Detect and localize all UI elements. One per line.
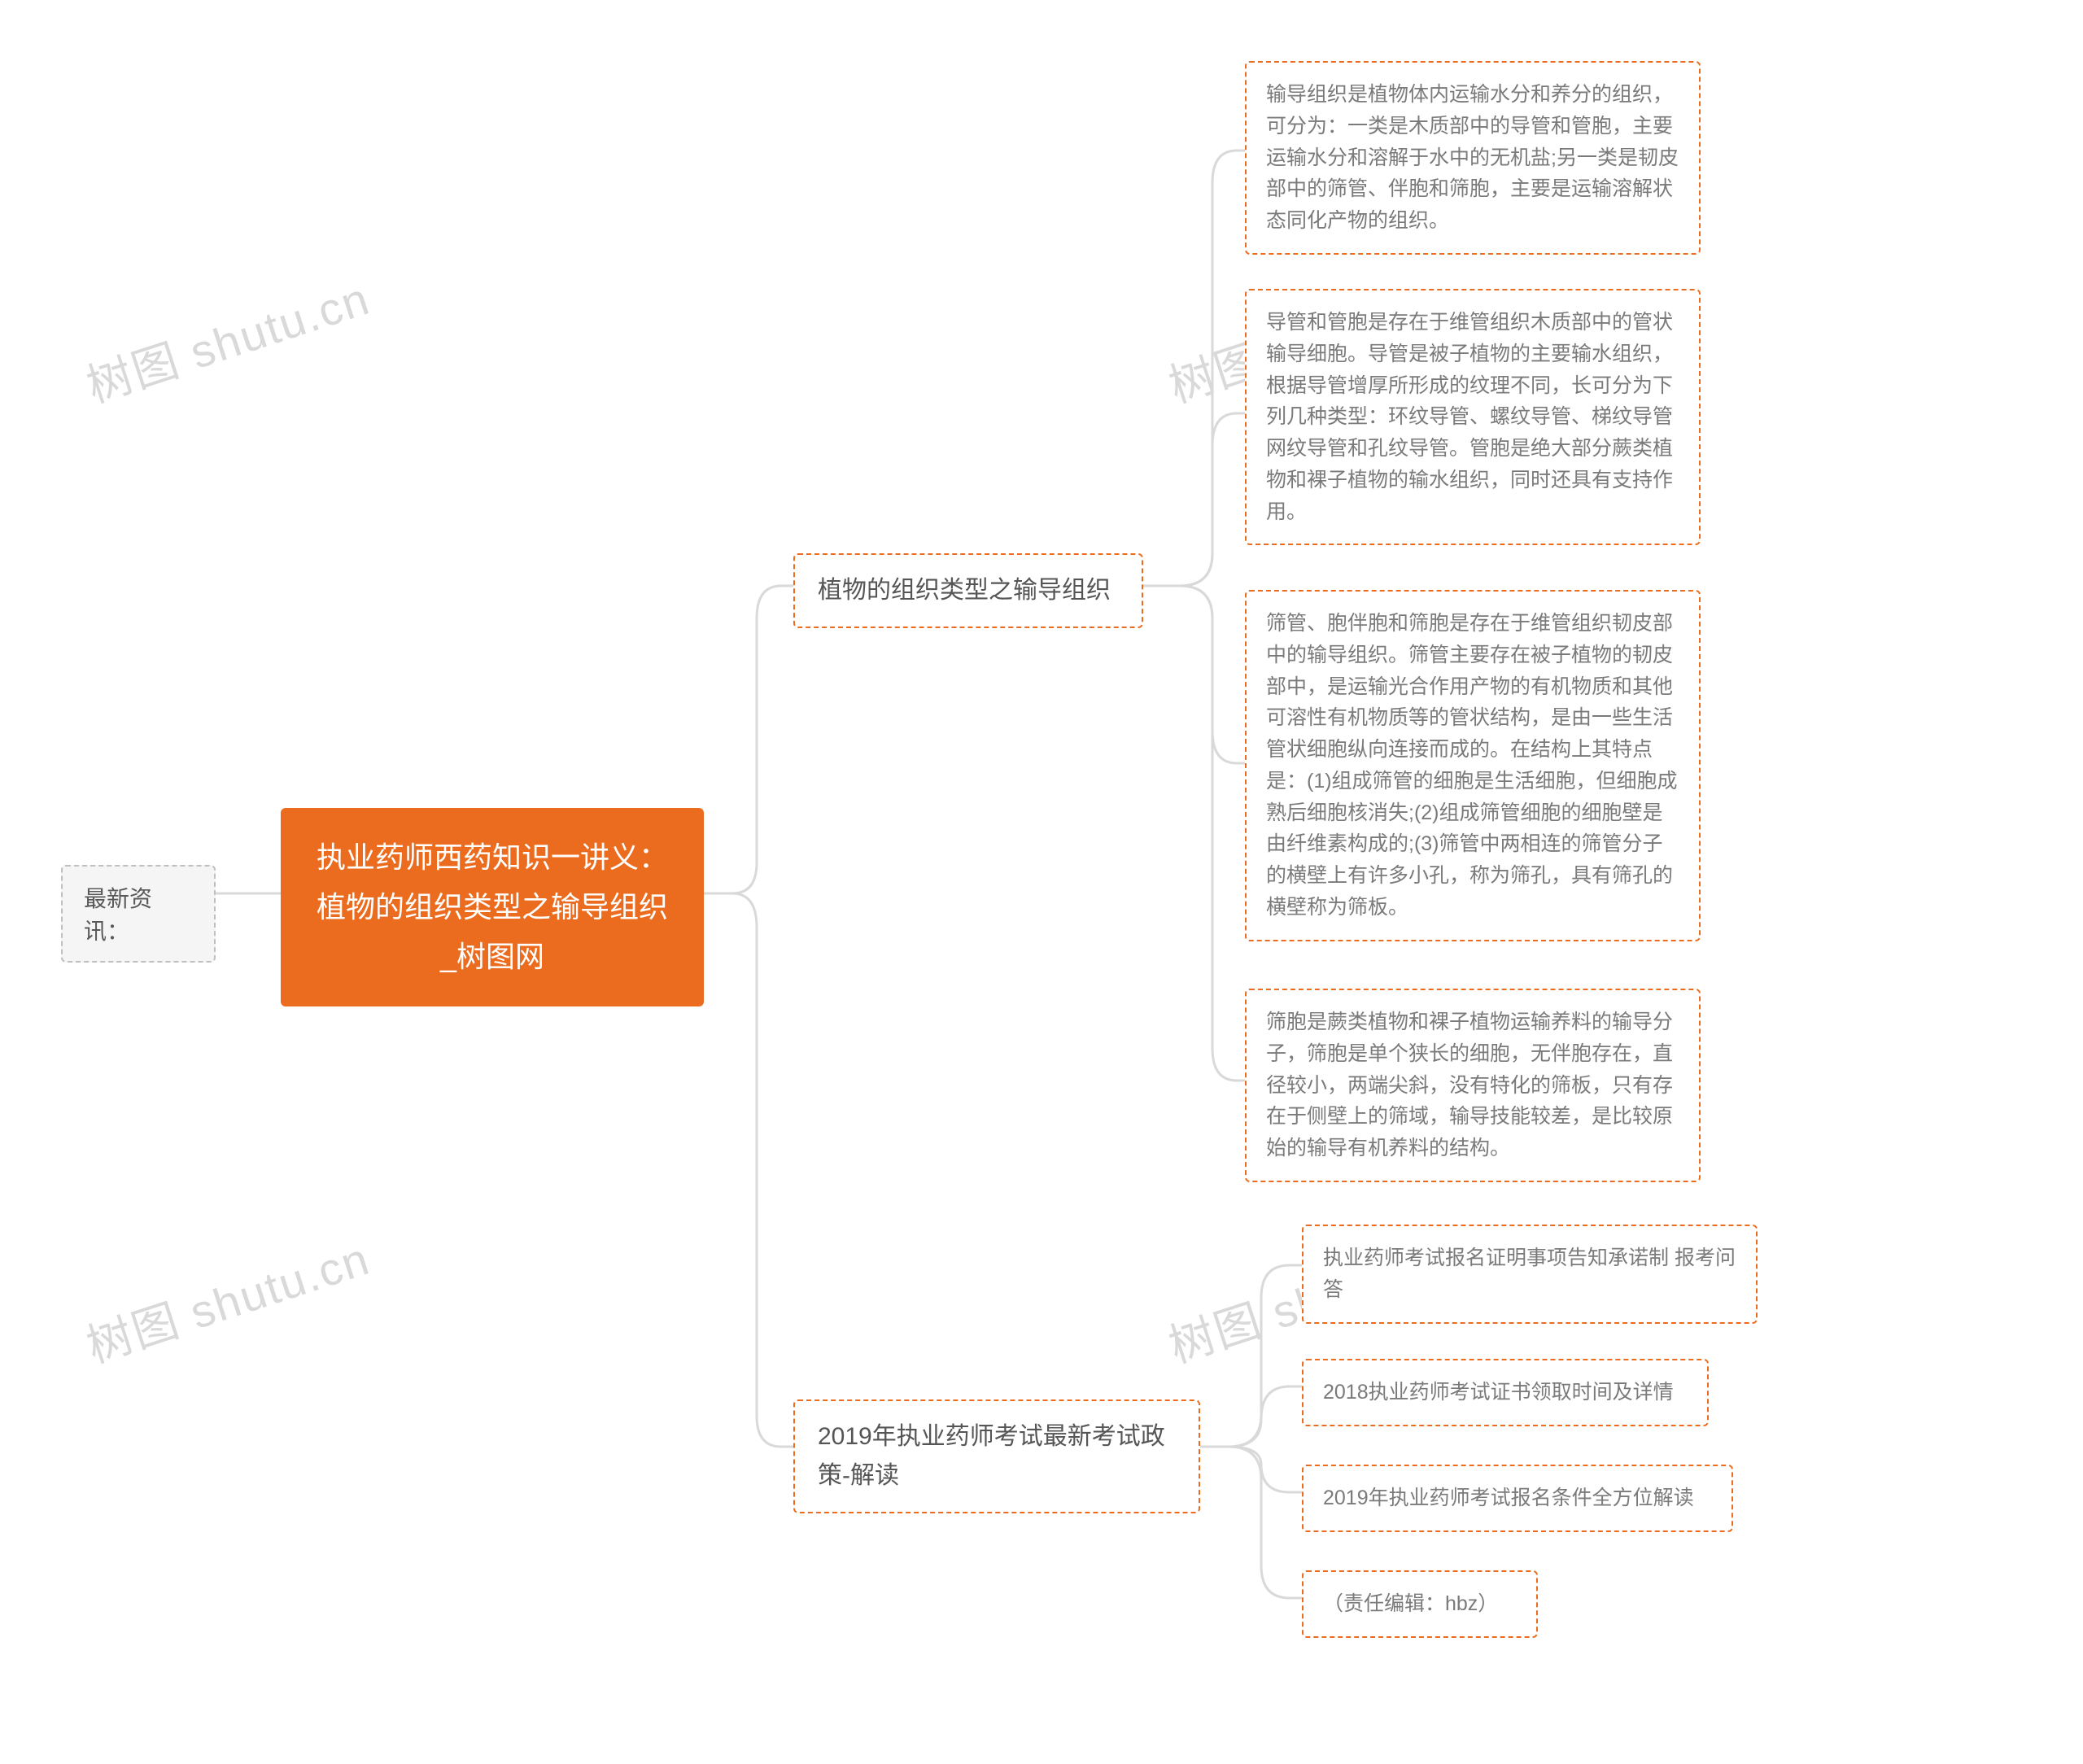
leaf-p2[interactable]: 导管和管胞是存在于维管组织木质部中的管状输导细胞。导管是被子植物的主要输水组织，… bbox=[1245, 289, 1701, 545]
connector-line bbox=[1200, 1386, 1302, 1447]
leaf-label: 输导组织是植物体内运输水分和养分的组织，可分为：一类是木质部中的导管和管胞，主要… bbox=[1266, 83, 1679, 232]
root-label: 执业药师西药知识一讲义：植物的组织类型之输导组织_树图网 bbox=[317, 841, 668, 973]
leaf-e1[interactable]: 执业药师考试报名证明事项告知承诺制 报考问答 bbox=[1302, 1225, 1758, 1324]
leaf-label: 2018执业药师考试证书领取时间及详情 bbox=[1323, 1381, 1674, 1404]
connector-line bbox=[1143, 586, 1245, 1081]
leaf-p3[interactable]: 筛管、胞伴胞和筛胞是存在于维管组织韧皮部中的输导组织。筛管主要存在被子植物的韧皮… bbox=[1245, 590, 1701, 941]
root-node[interactable]: 执业药师西药知识一讲义：植物的组织类型之输导组织_树图网 bbox=[281, 808, 704, 1006]
left-node-label: 最新资讯： bbox=[84, 886, 152, 944]
leaf-label: 2019年执业药师考试报名条件全方位解读 bbox=[1323, 1487, 1694, 1509]
connector-line bbox=[1143, 151, 1245, 586]
branch-label: 2019年执业药师考试最新考试政策-解读 bbox=[818, 1423, 1165, 1489]
branch-exam[interactable]: 2019年执业药师考试最新考试政策-解读 bbox=[793, 1399, 1200, 1513]
mindmap-canvas: 树图 shutu.cn树图 shutu.cn树图 shutu.cn树图 shut… bbox=[0, 0, 2083, 1764]
leaf-label: 导管和管胞是存在于维管组织木质部中的管状输导细胞。导管是被子植物的主要输水组织，… bbox=[1266, 311, 1673, 523]
leaf-label: 筛管、胞伴胞和筛胞是存在于维管组织韧皮部中的输导组织。筛管主要存在被子植物的韧皮… bbox=[1266, 612, 1678, 919]
leaf-e2[interactable]: 2018执业药师考试证书领取时间及详情 bbox=[1302, 1359, 1709, 1426]
connector-line bbox=[1200, 1447, 1302, 1492]
leaf-label: （责任编辑：hbz） bbox=[1323, 1592, 1498, 1615]
connector-line bbox=[704, 893, 793, 1447]
connector-line bbox=[704, 586, 793, 893]
connector-line bbox=[1200, 1265, 1302, 1447]
leaf-p1[interactable]: 输导组织是植物体内运输水分和养分的组织，可分为：一类是木质部中的导管和管胞，主要… bbox=[1245, 61, 1701, 255]
leaf-e4[interactable]: （责任编辑：hbz） bbox=[1302, 1570, 1538, 1638]
branch-label: 植物的组织类型之输导组织 bbox=[818, 577, 1111, 604]
leaf-e3[interactable]: 2019年执业药师考试报名条件全方位解读 bbox=[1302, 1465, 1733, 1532]
left-node-latest-news[interactable]: 最新资讯： bbox=[61, 865, 216, 963]
connector-line bbox=[1143, 413, 1245, 586]
watermark: 树图 shutu.cn bbox=[77, 1222, 378, 1376]
watermark: 树图 shutu.cn bbox=[77, 262, 378, 416]
connector-line bbox=[1143, 586, 1245, 763]
branch-plants[interactable]: 植物的组织类型之输导组织 bbox=[793, 553, 1143, 628]
leaf-p4[interactable]: 筛胞是蕨类植物和裸子植物运输养料的输导分子，筛胞是单个狭长的细胞，无伴胞存在，直… bbox=[1245, 989, 1701, 1182]
leaf-label: 执业药师考试报名证明事项告知承诺制 报考问答 bbox=[1323, 1247, 1736, 1301]
connector-line bbox=[1200, 1447, 1302, 1598]
leaf-label: 筛胞是蕨类植物和裸子植物运输养料的输导分子，筛胞是单个狭长的细胞，无伴胞存在，直… bbox=[1266, 1011, 1673, 1159]
